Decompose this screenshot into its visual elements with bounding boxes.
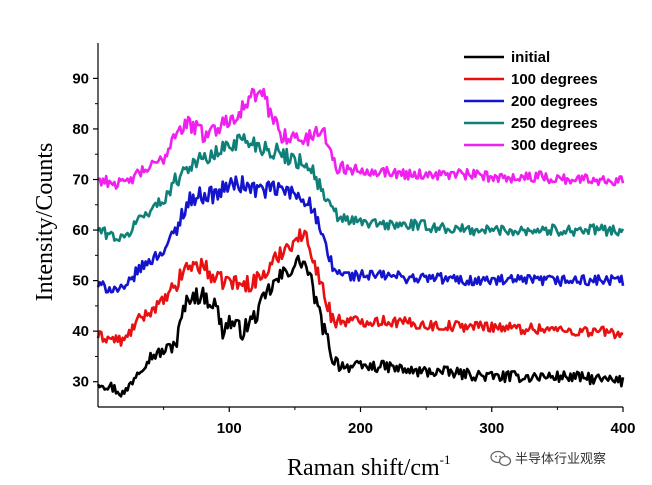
- y-tick-label: 50: [72, 273, 89, 290]
- legend-label: 100 degrees: [511, 71, 598, 88]
- y-axis-title: Intensity/Counts: [32, 143, 58, 302]
- legend-label: 300 degrees: [511, 137, 598, 154]
- x-axis-title: Raman shift/cm-1: [287, 452, 450, 481]
- y-tick-label: 70: [72, 172, 89, 189]
- series-line-1: [96, 228, 624, 347]
- y-axis-ticks: 30 40 50 60 70 80 90: [72, 70, 98, 391]
- series-line-0: [96, 254, 625, 398]
- x-tick-label: 100: [217, 420, 242, 437]
- series-line-2: [96, 175, 625, 294]
- y-tick-label: 30: [72, 374, 89, 391]
- x-tick-label: 200: [348, 420, 373, 437]
- legend-label: initial: [511, 49, 550, 66]
- x-axis-ticks: 100 200 300 400: [163, 407, 636, 437]
- x-tick-label: 300: [479, 420, 504, 437]
- y-tick-label: 40: [72, 323, 89, 340]
- y-tick-label: 90: [72, 70, 89, 87]
- y-tick-label: 60: [72, 222, 89, 239]
- wechat-icon: [490, 450, 512, 467]
- plot-lines: [96, 87, 625, 398]
- legend-label: 250 degrees: [511, 115, 598, 132]
- legend-label: 200 degrees: [511, 93, 598, 110]
- series-line-4: [97, 87, 625, 190]
- watermark: 半导体行业观察: [490, 450, 606, 467]
- y-tick-label: 80: [72, 121, 89, 138]
- series-line-3: [96, 133, 625, 243]
- legend: initial 100 degrees 200 degrees 250 degrees…: [464, 49, 598, 154]
- x-tick-label: 400: [610, 420, 635, 437]
- watermark-text: 半导体行业观察: [515, 452, 606, 467]
